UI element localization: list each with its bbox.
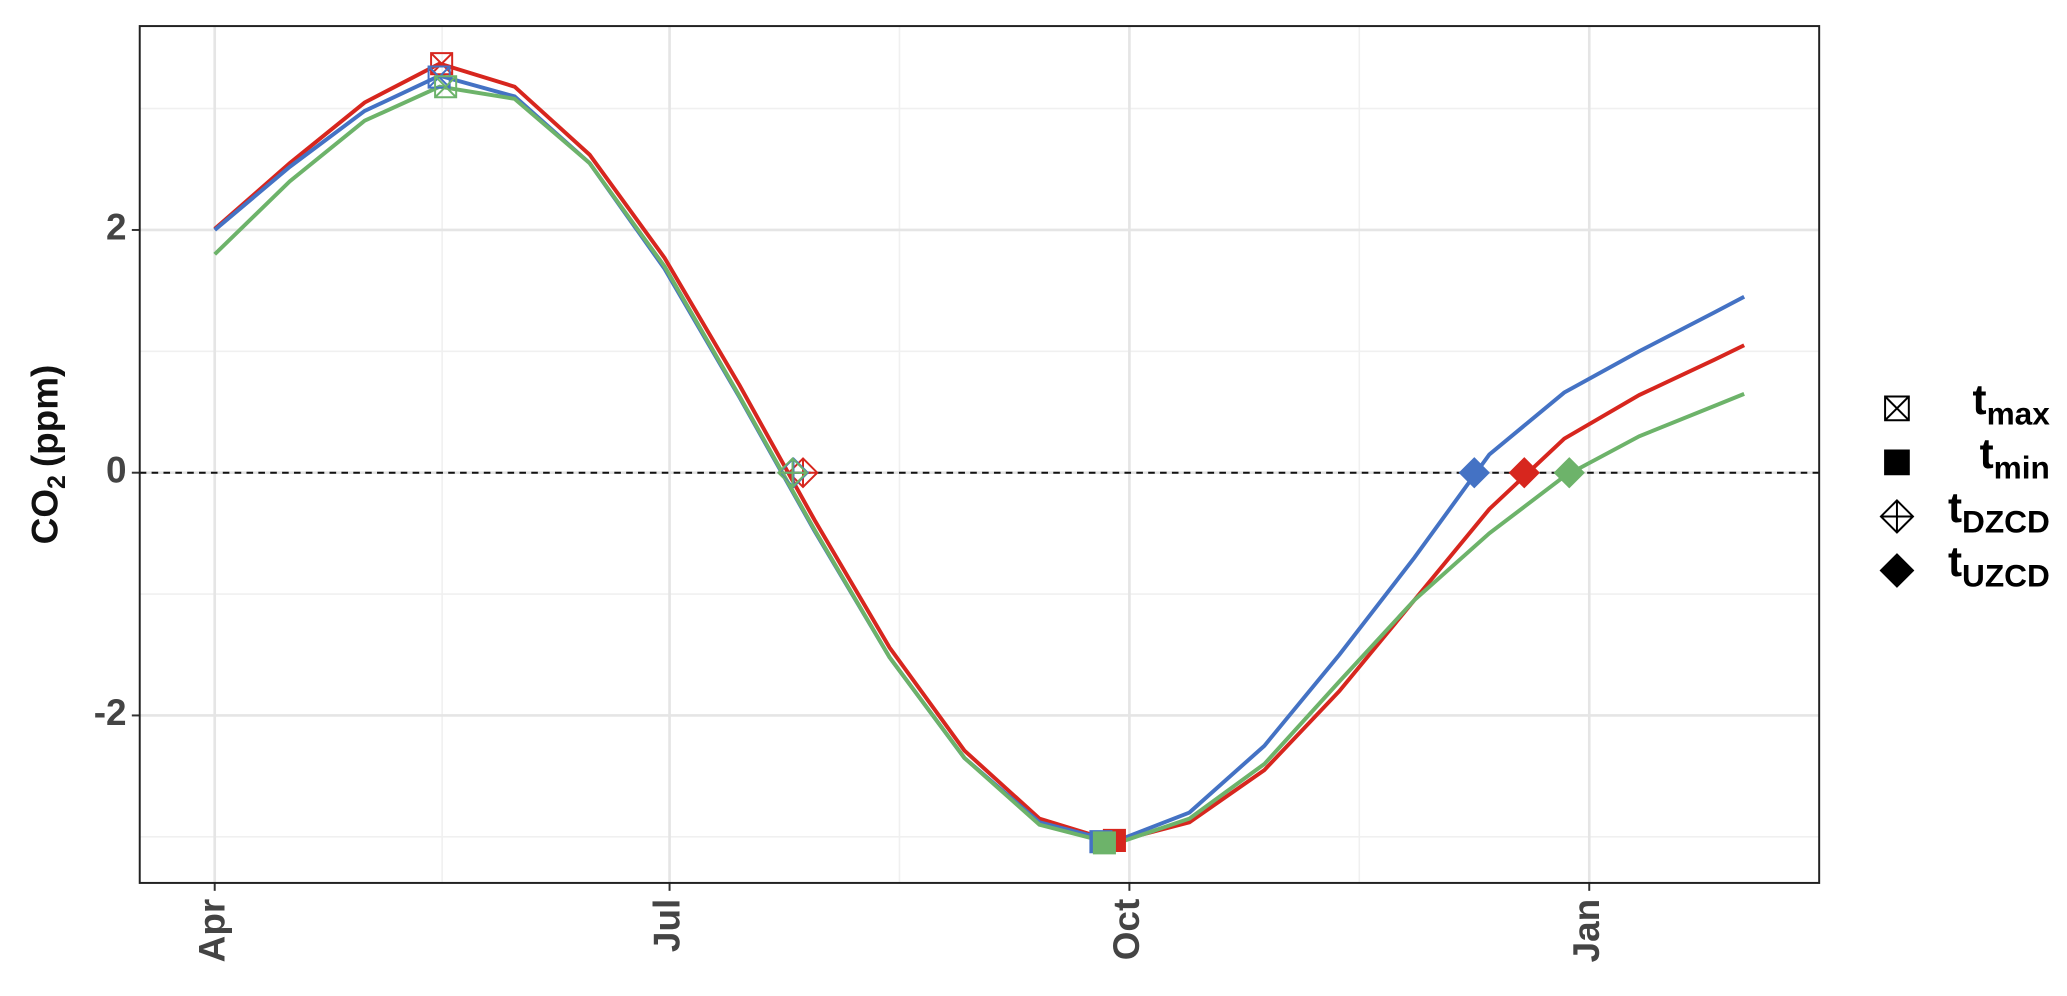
marker-diamond (1508, 457, 1540, 489)
plot-border (138, 25, 1821, 884)
y-tick-label: 2 (106, 207, 127, 248)
y-axis-label: CO2 (ppm) (24, 365, 70, 545)
legend-t: t (1948, 484, 1962, 531)
legend-label: tmax (1973, 376, 2051, 431)
marker-diamond-plus (776, 457, 809, 489)
x-tick-label: Jul (646, 899, 687, 952)
marker-shape (434, 75, 458, 99)
y-label-main: CO (24, 489, 65, 544)
y-tick-label: -2 (94, 692, 127, 733)
marker-diamond (1553, 457, 1585, 489)
legend-sub: min (1994, 450, 2050, 486)
marker-shape (776, 457, 809, 489)
legend-label: tmin (1980, 430, 2050, 485)
marker-shape (1508, 457, 1540, 489)
y-label-unit: (ppm) (24, 365, 65, 467)
legend-label: tDZCD (1948, 484, 2050, 539)
legend-sub: UZCD (1962, 558, 2050, 594)
legend-t: t (1973, 376, 1987, 423)
marker-shape (1879, 499, 1915, 534)
y-label-sub: 2 (43, 475, 71, 489)
series-line (213, 61, 1746, 844)
marker-square (1884, 449, 1910, 476)
marker-shape (1879, 553, 1915, 588)
marker-box-x (1884, 395, 1910, 422)
marker-shape (1884, 395, 1910, 422)
legend-sub: max (1987, 396, 2051, 432)
series-line (213, 73, 1746, 844)
legend-t: t (1948, 538, 1962, 585)
marker-shape (1092, 831, 1116, 855)
legend-label: tUZCD (1948, 538, 2050, 593)
marker-shape (1884, 449, 1910, 476)
x-tick-label: Jan (1566, 899, 1607, 963)
x-tick-label: Apr (191, 899, 232, 963)
marker-box-x (434, 75, 458, 99)
marker-shape (1553, 457, 1585, 489)
y-tick-label: 0 (106, 449, 127, 490)
series-line (213, 84, 1745, 847)
marker-diamond-plus (1879, 499, 1915, 534)
marker-diamond (1458, 457, 1490, 489)
legend-t: t (1980, 430, 1994, 477)
marker-diamond (1879, 553, 1915, 588)
marker-square (1092, 831, 1116, 855)
legend-sub: DZCD (1962, 504, 2050, 540)
marker-shape (1458, 457, 1490, 489)
x-tick-label: Oct (1106, 899, 1147, 961)
